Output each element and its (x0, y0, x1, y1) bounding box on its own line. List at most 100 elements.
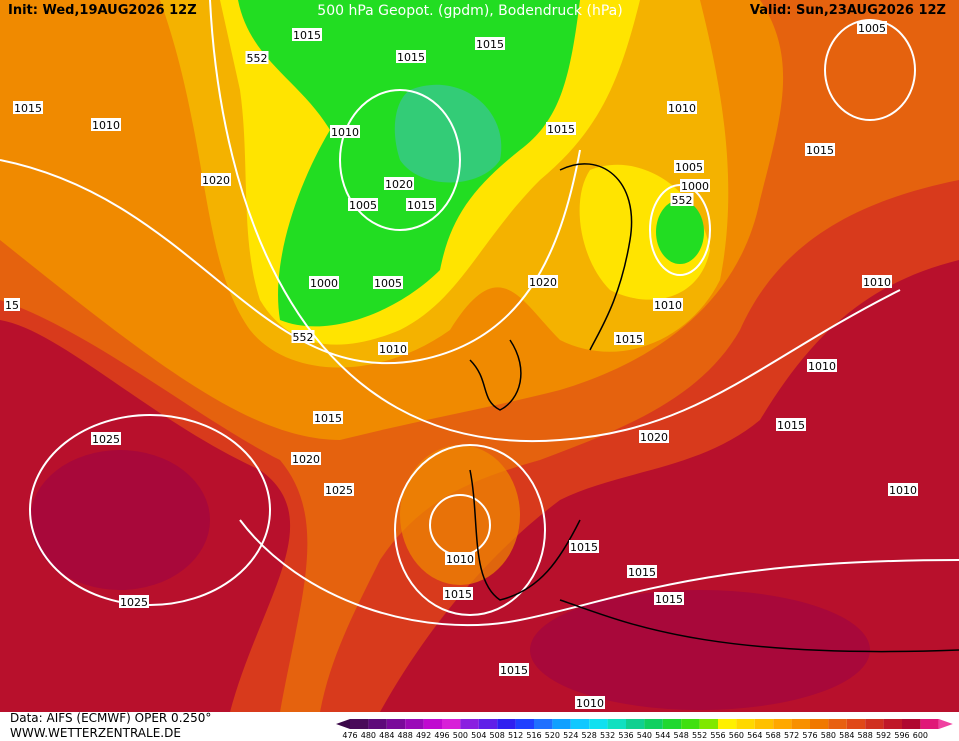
label-box (569, 540, 599, 553)
label-box (475, 37, 505, 50)
contour-label: 1005 (374, 277, 402, 290)
label-box (674, 160, 704, 173)
colorbar: 476 480 484 488 492 496 500 504 508 512 516 520 524 5… (336, 719, 953, 740)
website: WWW.WETTERZENTRALE.DE (10, 726, 181, 740)
colorbar-label: 592 (876, 731, 891, 740)
colorbar-label: 520 (545, 731, 560, 740)
contour-label: 552 (672, 194, 693, 207)
contour-labels: 1015 552 1015 1015 1005 1015 1010 1010 1010 1015 1… (4, 21, 918, 710)
contour-label: 1005 (675, 161, 703, 174)
label-box (807, 359, 837, 372)
colorbar-label: 584 (839, 731, 854, 740)
label-box (654, 592, 684, 605)
contour-label: 1015 (444, 588, 472, 601)
label-box (499, 663, 529, 676)
colorbar-label: 596 (894, 731, 909, 740)
label-box (653, 298, 683, 311)
color-swatch (423, 719, 442, 729)
contour-label: 1025 (92, 433, 120, 446)
label-box (13, 101, 43, 114)
label-box (291, 330, 315, 343)
colorbar-label: 564 (747, 731, 762, 740)
contour-label: 1000 (681, 180, 709, 193)
contour-label: 1010 (379, 343, 407, 356)
contour-label: 1020 (529, 276, 557, 289)
color-swatch (497, 719, 516, 729)
contour-label: 1015 (14, 102, 42, 115)
label-box (528, 275, 558, 288)
contour-label: 1020 (640, 431, 668, 444)
colorbar-label: 488 (398, 731, 413, 740)
colorbar-label: 480 (361, 731, 376, 740)
colorbar-label: 552 (692, 731, 707, 740)
label-box (445, 552, 475, 565)
contour-label: 1005 (349, 199, 377, 212)
contour-label: 1015 (806, 144, 834, 157)
label-box (888, 483, 918, 496)
contour-label: 1010 (889, 484, 917, 497)
label-box (292, 28, 322, 41)
colorbar-label: 504 (471, 731, 486, 740)
label-box (313, 411, 343, 424)
valid-time: Valid: Sun,23AUG2026 12Z (750, 3, 946, 18)
label-box (4, 298, 20, 311)
contour-label: 1015 (547, 123, 575, 136)
label-box (575, 696, 605, 709)
color-swatch (478, 719, 498, 729)
color-swatch (350, 719, 369, 729)
color-swatch (810, 719, 829, 729)
colorbar-label: 556 (710, 731, 725, 740)
colorbar-label: 560 (729, 731, 744, 740)
colorbar-label: 496 (434, 731, 449, 740)
contour-label: 1010 (446, 553, 474, 566)
colorbar-label: 524 (563, 731, 578, 740)
contour-label: 1010 (92, 119, 120, 132)
color-swatch (589, 719, 608, 729)
label-box (627, 565, 657, 578)
color-swatch (828, 719, 847, 729)
colorbar-label: 588 (858, 731, 873, 740)
contour-label: 1010 (576, 697, 604, 710)
label-box (862, 275, 892, 288)
contour-label: 15 (5, 299, 19, 312)
label-box (670, 193, 694, 206)
color-swatch (442, 719, 461, 729)
label-box (309, 276, 339, 289)
contour-label: 1000 (310, 277, 338, 290)
colorbar-label: 536 (618, 731, 633, 740)
contour-label: 552 (293, 331, 314, 344)
color-swatch (405, 719, 424, 729)
color-swatch (534, 719, 553, 729)
label-box (667, 101, 697, 114)
colorbar-arrow-right (938, 719, 953, 729)
colorbar-label: 512 (508, 731, 523, 740)
color-swatch (460, 719, 479, 729)
color-swatch (902, 719, 921, 729)
contour-label: 1010 (331, 126, 359, 139)
init-time: Init: Wed,19AUG2026 12Z (8, 3, 197, 18)
label-box (406, 198, 436, 211)
color-swatch (515, 719, 534, 729)
label-box (443, 587, 473, 600)
label-box (245, 51, 269, 64)
label-box (805, 143, 835, 156)
color-swatch (570, 719, 590, 729)
colorbar-label: 540 (637, 731, 652, 740)
color-swatch (773, 719, 792, 729)
colorbar-label: 492 (416, 731, 431, 740)
contour-label: 1010 (863, 276, 891, 289)
colorbar-label: 484 (379, 731, 394, 740)
color-swatch (626, 719, 645, 729)
label-box (291, 452, 321, 465)
contour-label: 1015 (500, 664, 528, 677)
colorbar-label: 516 (526, 731, 541, 740)
label-box (680, 179, 710, 192)
colorbar-label: 568 (766, 731, 781, 740)
colorbar-label: 544 (655, 731, 670, 740)
color-swatch (846, 719, 866, 729)
label-box (639, 430, 669, 443)
contour-label: 1005 (858, 22, 886, 35)
colorbar-label: 528 (582, 731, 597, 740)
color-swatch (552, 719, 571, 729)
